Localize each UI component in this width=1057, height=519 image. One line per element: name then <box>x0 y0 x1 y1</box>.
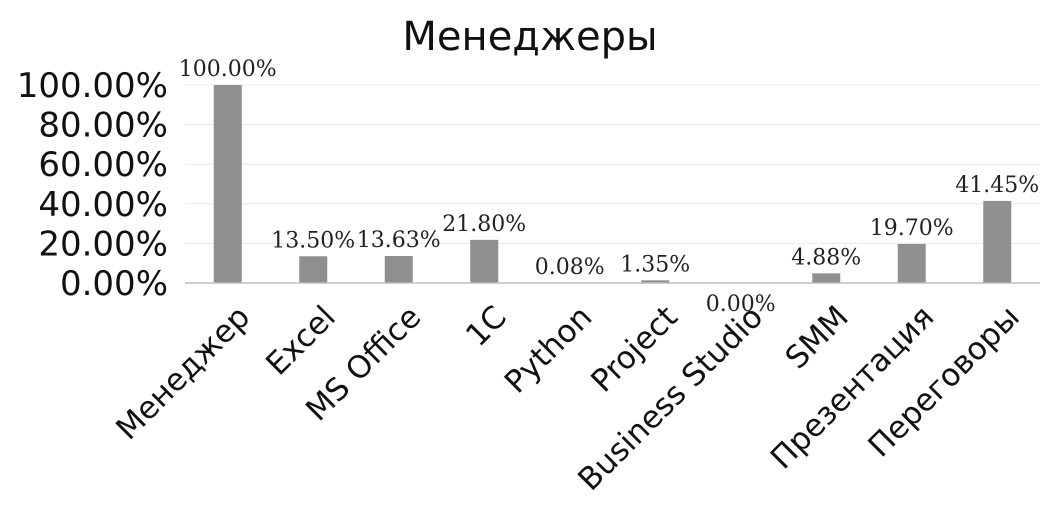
bar <box>812 273 841 283</box>
bar <box>641 280 670 283</box>
data-label: 0.00% <box>706 292 776 317</box>
y-axis-ticks: 0.00%20.00%40.00%60.00%80.00%100.00% <box>17 66 168 304</box>
y-tick-label: 20.00% <box>38 224 168 264</box>
data-label: 19.70% <box>870 216 954 241</box>
data-label: 13.63% <box>357 228 441 253</box>
bar <box>983 200 1012 283</box>
data-label: 13.50% <box>271 228 355 253</box>
y-tick-label: 100.00% <box>17 66 168 106</box>
data-label: 0.08% <box>535 255 605 280</box>
chart-title: Менеджеры <box>402 14 657 60</box>
x-tick-label: 1C <box>459 299 514 354</box>
x-tick-label: Python <box>498 299 599 400</box>
x-tick-label: SMM <box>779 299 856 376</box>
data-label: 100.00% <box>179 57 277 82</box>
x-tick-label: Менеджер <box>109 299 257 447</box>
bars <box>213 85 1012 283</box>
bar <box>384 256 413 283</box>
y-tick-label: 0.00% <box>60 264 168 304</box>
data-label: 41.45% <box>955 173 1039 198</box>
x-tick-label: Переговоры <box>861 299 1026 464</box>
y-tick-label: 60.00% <box>38 145 168 185</box>
data-label: 1.35% <box>620 252 690 277</box>
bar <box>213 85 242 283</box>
bar <box>470 239 499 283</box>
bar <box>299 256 328 283</box>
data-label: 21.80% <box>442 212 526 237</box>
y-tick-label: 40.00% <box>38 185 168 225</box>
data-label: 4.88% <box>791 245 861 270</box>
x-tick-label: Excel <box>259 299 343 383</box>
data-labels: 100.00% 13.50% 13.63%21.80% 0.08% 1.35% 0.00%… <box>179 57 1039 317</box>
bar <box>897 243 926 283</box>
y-tick-label: 80.00% <box>38 106 168 146</box>
